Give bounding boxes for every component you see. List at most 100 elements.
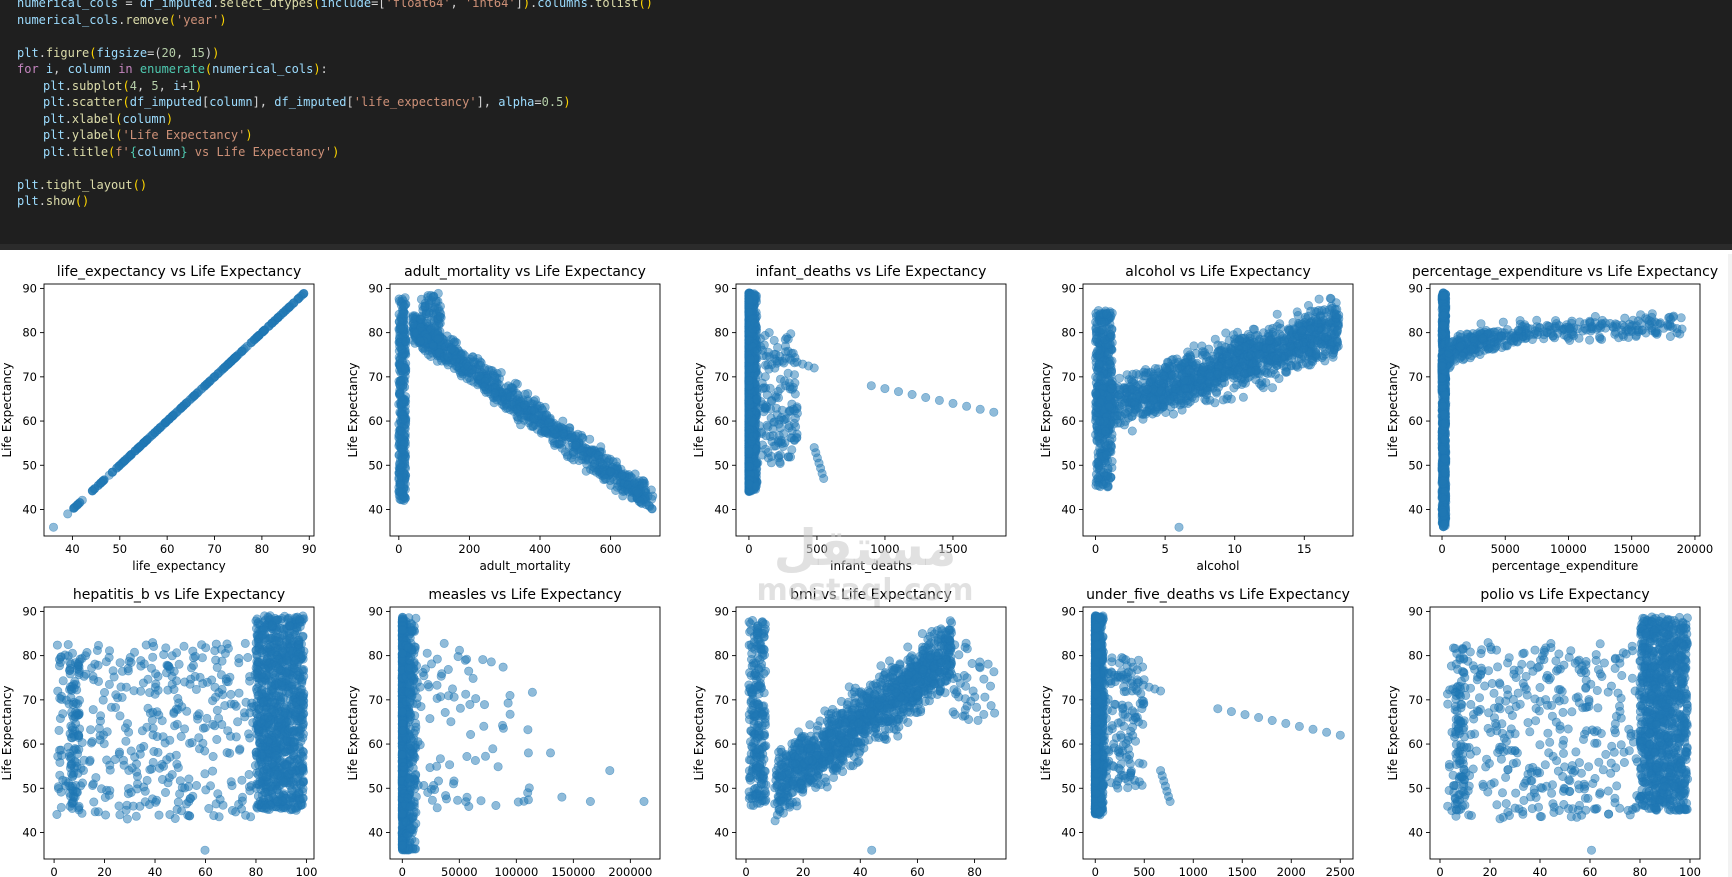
y-tick-label: 90	[368, 281, 383, 295]
scatter-point	[189, 391, 199, 401]
scatter-point	[597, 459, 607, 469]
scatter-point	[213, 369, 223, 379]
y-tick-label: 50	[368, 458, 383, 472]
scatter-point	[397, 445, 407, 455]
scatter-point	[130, 446, 140, 456]
scatter-point	[505, 392, 515, 402]
scatter-point	[601, 474, 611, 484]
scatter-point	[1190, 388, 1200, 398]
code-token: plt	[17, 194, 39, 208]
scatter-point	[1253, 341, 1263, 351]
code-token: )	[245, 128, 253, 142]
scatter-point	[1150, 364, 1160, 374]
scatter-point	[398, 375, 408, 385]
code-token: ],	[252, 95, 275, 109]
code-token: .	[587, 0, 596, 10]
scatter-point	[1221, 328, 1231, 338]
cell-divider	[0, 244, 1732, 250]
subplot: 40 50 60 70 80 90405060708090life_expectancy …	[0, 264, 317, 573]
scatter-point	[182, 398, 192, 408]
scatter-point	[237, 346, 247, 356]
scatter-point	[750, 318, 760, 328]
scatter-point	[1313, 318, 1323, 328]
scatter-point	[809, 363, 819, 373]
scatter-point	[744, 307, 754, 317]
scatter-point	[474, 371, 484, 381]
scatter-point	[395, 323, 405, 333]
code-token: .	[64, 111, 72, 126]
scatter-point	[1200, 350, 1210, 360]
scatter-point	[1211, 379, 1221, 389]
scatter-point	[220, 362, 230, 372]
scatter-point	[258, 326, 268, 336]
code-token: :	[320, 62, 328, 76]
code-token: (	[313, 0, 321, 10]
scatter-points	[394, 288, 658, 514]
y-tick-label: 40	[1061, 502, 1076, 516]
scatter-point	[1173, 363, 1183, 373]
y-axis-label: Life Expectancy	[1039, 362, 1053, 457]
scatter-point	[415, 336, 425, 346]
scatter-point	[593, 450, 603, 460]
scatter-point	[1326, 329, 1336, 339]
scatter-point	[507, 382, 517, 392]
y-axis-label: Life Expectancy	[346, 362, 360, 457]
scatter-point	[1246, 366, 1256, 376]
scatter-point	[72, 500, 82, 510]
scatter-point	[1268, 383, 1278, 393]
code-editor[interactable]: numerical_cols = df_imputed.select_dtype…	[17, 0, 653, 210]
code-token: scatter	[71, 95, 123, 109]
x-tick-label: 1000	[870, 542, 899, 556]
code-token: column	[122, 111, 166, 126]
code-token: (	[122, 95, 130, 109]
code-token: =[	[371, 0, 386, 10]
scatter-point	[1132, 392, 1142, 402]
scatter-point	[635, 496, 645, 506]
code-token: df_imputed	[139, 0, 213, 10]
scatter-point	[1104, 402, 1114, 412]
scatter-point	[231, 352, 241, 362]
scatter-point	[549, 425, 559, 435]
axes-frame	[389, 283, 661, 537]
code-cell[interactable]: numerical_cols = df_imputed.select_dtype…	[0, 0, 1732, 250]
y-tick-label: 70	[22, 370, 37, 384]
scatter-point	[617, 470, 627, 480]
scatter-point	[1212, 388, 1222, 398]
scatter-point	[114, 461, 124, 471]
axes-frame	[43, 283, 315, 537]
code-token: )	[212, 45, 220, 60]
code-line: numerical_cols = df_imputed.select_dtype…	[17, 0, 653, 12]
x-tick-label: 5	[1161, 542, 1168, 556]
scatter-point	[1229, 383, 1239, 393]
code-token: remove	[125, 12, 169, 27]
code-token: f'	[115, 144, 130, 159]
y-tick-label: 70	[1061, 370, 1076, 384]
scatter-point	[1261, 378, 1271, 388]
code-token: plt	[43, 144, 65, 159]
scatter-point	[1109, 419, 1119, 429]
scatter-point	[1113, 392, 1123, 402]
scatter-point	[1180, 384, 1190, 394]
code-token: =(	[147, 45, 162, 60]
scatter-point	[1168, 354, 1178, 364]
code-token: vs Life Expectancy'	[187, 144, 333, 159]
scatter-point	[1266, 344, 1276, 354]
scatter-point	[893, 387, 903, 397]
scatter-point	[772, 410, 782, 420]
x-tick-label: 40	[65, 542, 80, 556]
code-token: (	[89, 45, 97, 60]
x-tick-label: 90	[302, 542, 317, 556]
code-token	[39, 62, 46, 76]
scatter-point	[394, 472, 404, 482]
code-token: =	[534, 95, 542, 109]
scatter-point	[776, 435, 786, 445]
scatter-point	[1307, 356, 1317, 366]
x-tick-label: 60	[160, 542, 175, 556]
scatter-point	[456, 350, 466, 360]
scatter-point	[757, 378, 767, 388]
scatter-point	[1096, 439, 1106, 449]
scatter-point	[1224, 369, 1234, 379]
code-token: ()	[74, 194, 90, 208]
code-token: 'year'	[175, 12, 220, 27]
scatter-point	[1284, 326, 1294, 336]
